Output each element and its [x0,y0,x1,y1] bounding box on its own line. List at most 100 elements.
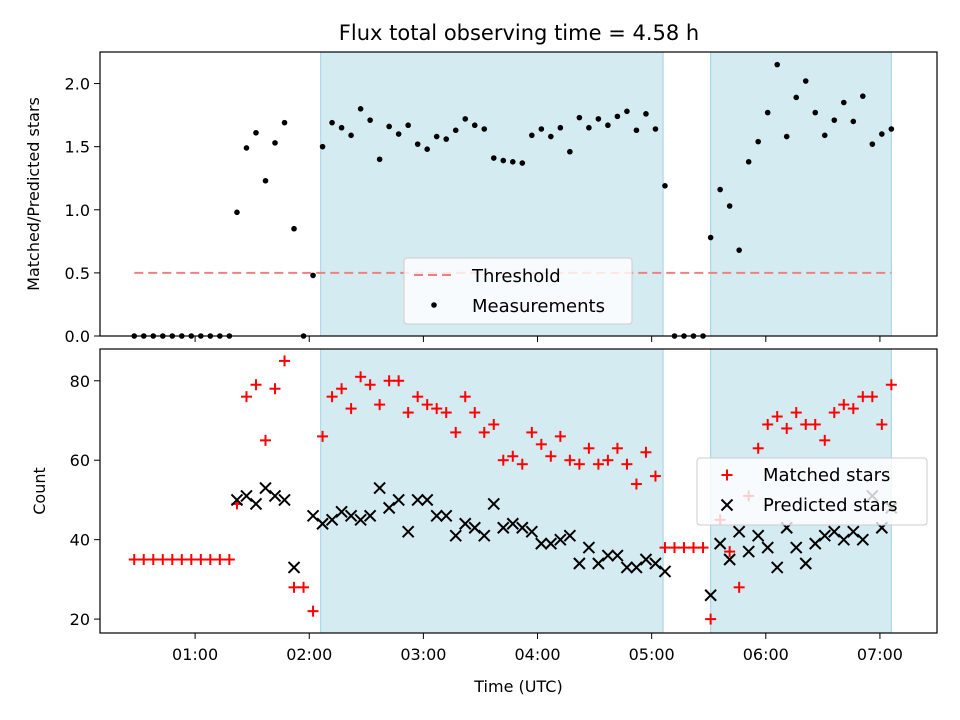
predicted-star-point [847,525,860,538]
measurement-point [840,99,847,106]
predicted-star-point [771,561,784,574]
observing-interval-shade [320,349,664,633]
measurement-point [281,119,288,126]
marker-stroke [573,557,586,570]
measurement-point [443,136,450,142]
predicted-star-point [732,525,746,538]
measurement-point [595,116,602,122]
predicted-star-point [563,529,577,542]
matched-star-point [307,605,319,617]
predicted-star-point [316,517,329,530]
matched-star-point [440,407,452,419]
marker-stroke [478,529,491,542]
measurement-point [262,177,269,184]
y-tick-label: 0.5 [65,264,90,283]
measurement-point [291,225,297,232]
predicted-star-point [230,493,244,507]
matched-star-point [564,454,576,466]
matched-star-point [649,470,661,482]
measurement-point [319,143,326,150]
marker-stroke [720,498,734,512]
marker-stroke [249,497,263,511]
y-tick-label: 1.5 [65,138,90,157]
matched-star-point [204,554,216,566]
marker-stroke [420,493,434,507]
matched-star-point [526,426,538,438]
y-tick-label: 80 [70,372,90,391]
predicted-star-point [487,497,500,511]
predicted-star-point [478,529,491,542]
predicted-star-point [658,565,672,578]
matched-star-point [885,379,897,391]
marker-stroke [818,529,831,542]
y-tick-label: 2.0 [65,75,90,94]
matched-star-point [279,355,291,367]
marker-stroke [382,501,396,515]
measurement-point [726,203,733,209]
legend-frame [696,457,928,526]
measurement-point [481,126,488,132]
measurement-point [821,132,828,139]
marker-stroke [373,481,386,495]
matched-star-point [809,418,821,430]
measurement-point [452,127,459,134]
marker-stroke [554,533,567,546]
marker-stroke [592,557,605,570]
measurement-point [802,78,809,84]
matched-star-point [659,542,671,554]
legend-threshold-label: Threshold [471,266,561,287]
predicted-star-point [516,521,529,534]
measurement-point [567,148,573,155]
marker-stroke [847,525,860,538]
marker-stroke [506,517,520,530]
marker-stroke [516,521,529,534]
count-legend: Matched stars Predicted stars [696,457,928,526]
measurement-point [471,122,478,129]
measurement-point [433,133,440,140]
predicted-star-point [373,481,386,495]
legend-matched-swatch [721,469,733,481]
matched-star-point [223,554,235,566]
matched-star-point [412,391,424,403]
measurement-point [329,119,335,126]
predicted-star-point [382,501,396,515]
marker-stroke [611,549,624,562]
measurement-point [586,124,592,131]
measurement-point [774,61,781,68]
measurement-point [509,159,516,165]
measurement-point [624,108,630,115]
marker-stroke [856,533,870,546]
matched-star-point [478,426,490,438]
legend-matched-label: Matched stars [763,465,890,486]
marker-stroke [630,561,643,574]
marker-stroke [316,517,329,530]
measurement-point [405,122,411,129]
marker-stroke [723,553,736,566]
marker-stroke [704,589,717,602]
matched-star-point [705,613,717,625]
marker-stroke [761,541,774,554]
measurement-point [462,116,469,122]
y-tick-label: 20 [70,610,90,629]
matched-star-point [602,454,614,466]
measurement-point [793,94,800,101]
marker-stroke [278,493,291,507]
matched-star-point [166,554,178,566]
marker-stroke [468,521,481,534]
predicted-star-point [363,509,377,523]
matched-star-point [317,430,329,442]
predicted-star-point [601,549,615,562]
measurement-point [879,131,885,137]
y-tick-label: 1.0 [65,201,90,220]
predicted-star-point [742,545,755,558]
predicted-star-point [430,509,443,523]
measurement-point [234,209,240,216]
measurement-point [707,234,714,241]
matched-star-point [383,375,395,387]
x-tick-label: 02:00 [286,645,332,664]
matched-star-point [250,379,262,391]
matched-star-point [838,399,850,411]
predicted-star-point [723,553,736,566]
marker-stroke [751,529,765,542]
measurement-point [500,157,507,164]
